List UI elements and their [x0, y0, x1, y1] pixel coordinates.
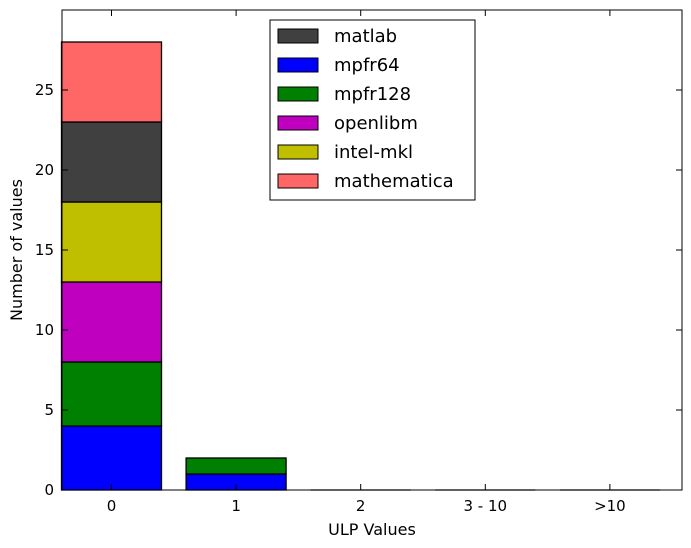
bar-matlab-0 — [60, 121, 163, 203]
bar-mathematica-0 — [60, 41, 163, 123]
legend-label-mathematica: mathematica — [334, 171, 454, 192]
x-axis-label: ULP Values — [328, 520, 416, 539]
legend-swatch-intel-mkl — [277, 144, 319, 160]
legend-swatch-openlibm — [277, 115, 319, 131]
legend-label-intel-mkl: intel-mkl — [334, 142, 413, 163]
bar-intel-mkl-0 — [60, 201, 163, 283]
legend-box — [269, 19, 476, 201]
x-tick-label-3: 3 - 10 — [464, 497, 508, 515]
y-axis-label: Number of values — [7, 179, 26, 321]
y-tick-label-3: 15 — [35, 241, 54, 259]
ticks-layer: 0 5 10 15 20 25 0 1 2 3 - 10 >10 — [35, 10, 682, 515]
bars-layer — [60, 41, 660, 491]
legend-label-openlibm: openlibm — [334, 113, 418, 134]
legend-swatch-mpfr128 — [277, 86, 319, 102]
legend-label-mpfr64: mpfr64 — [334, 55, 400, 76]
x-tick-label-1: 1 — [231, 497, 241, 515]
legend-swatch-matlab — [277, 28, 319, 44]
legend-label-mpfr128: mpfr128 — [334, 84, 411, 105]
bar-mpfr128-0 — [60, 361, 163, 427]
x-tick-label-2: 2 — [356, 497, 366, 515]
x-tick-label-0: 0 — [107, 497, 117, 515]
y-tick-label-2: 10 — [35, 321, 54, 339]
y-tick-label-5: 25 — [35, 81, 54, 99]
bar-openlibm-0 — [60, 281, 163, 363]
legend: matlab mpfr64 mpfr128 openlibm intel-mkl math… — [269, 19, 476, 201]
y-tick-label-0: 0 — [44, 481, 54, 499]
y-tick-label-1: 5 — [44, 401, 54, 419]
y-tick-label-4: 20 — [35, 161, 54, 179]
legend-swatch-mpfr64 — [277, 57, 319, 73]
legend-swatch-mathematica — [277, 173, 319, 189]
bar-mpfr128-1 — [185, 457, 287, 475]
x-tick-label-4: >10 — [594, 497, 626, 515]
legend-label-matlab: matlab — [334, 26, 397, 47]
bar-mpfr64-0 — [60, 425, 163, 491]
